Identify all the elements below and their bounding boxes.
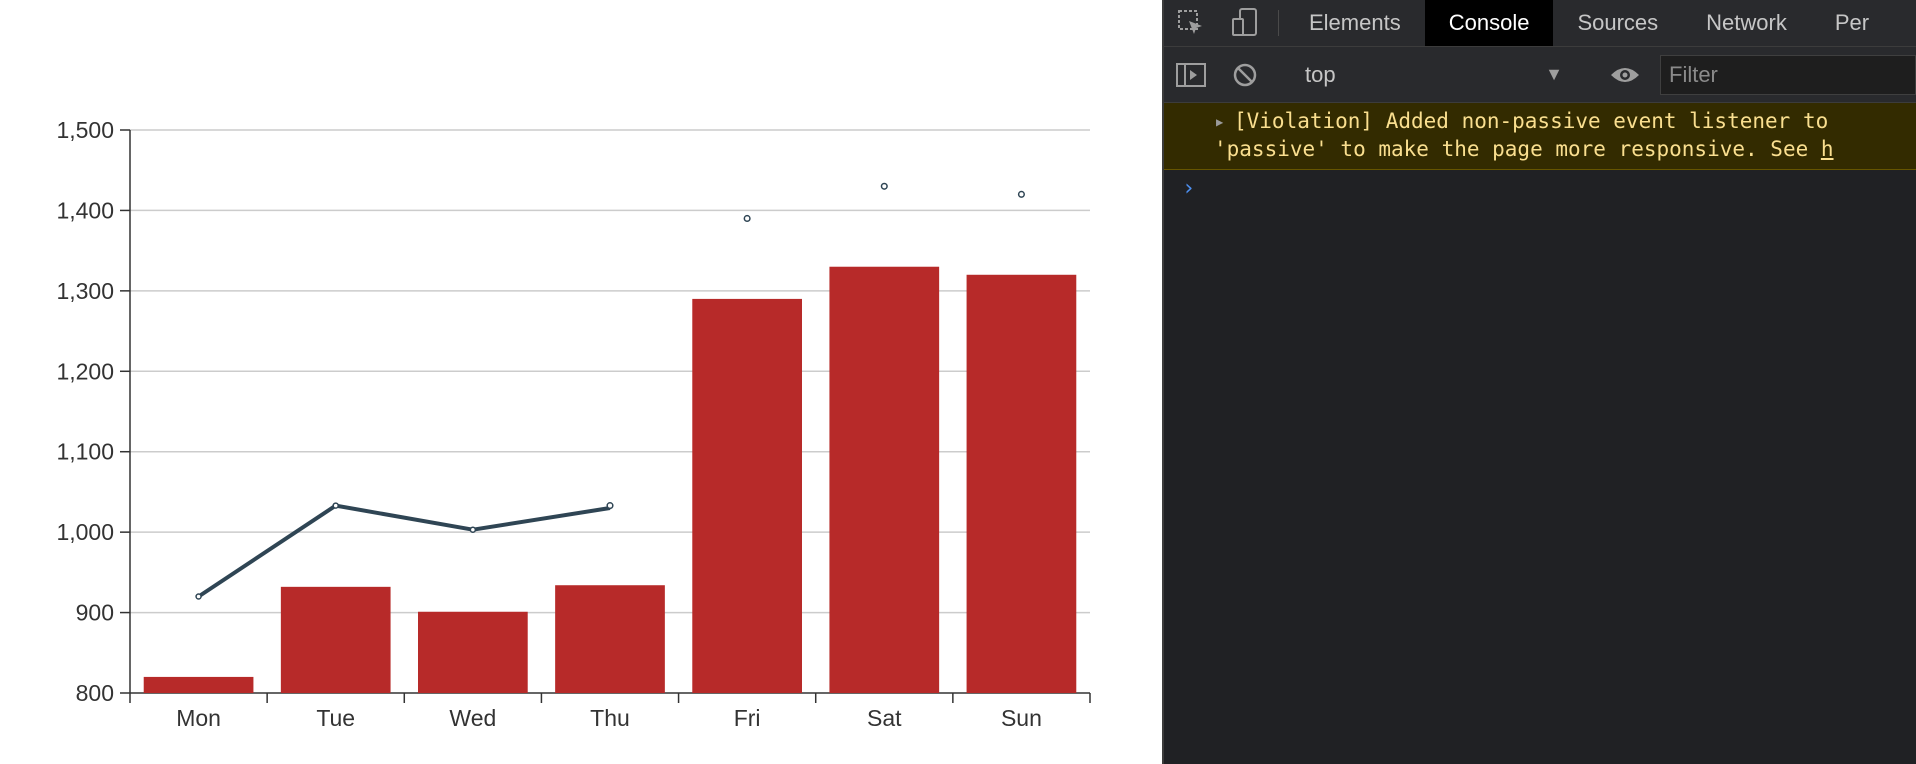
line-point	[469, 526, 477, 533]
line-point	[195, 593, 202, 600]
bar-line-chart: 800 900 1,000 1,100 1,200 1,300 1,400 1,500 Mon T…	[56, 117, 1091, 731]
y-tick-label: 1,500	[56, 117, 114, 143]
y-tick-label: 900	[76, 600, 114, 626]
devtools-panel: Elements Console Sources Network Per top…	[1162, 0, 1916, 764]
sidebar-toggle-icon	[1176, 62, 1206, 87]
live-expression-button[interactable]	[1598, 64, 1652, 86]
bar	[692, 298, 802, 693]
inspect-element-icon	[1178, 10, 1202, 34]
line-point	[332, 502, 339, 509]
x-tick-label: Fri	[734, 705, 761, 731]
context-selector-label: top	[1305, 61, 1336, 87]
y-tick-label: 1,200	[56, 358, 114, 384]
bar	[966, 274, 1077, 693]
violation-text-2: 'passive' to make the page more responsi…	[1214, 137, 1821, 161]
x-tick-label: Tue	[316, 705, 355, 731]
filter-input[interactable]: Filter	[1660, 54, 1916, 95]
bar	[555, 585, 665, 693]
bar	[280, 586, 391, 693]
devtools-tabbar: Elements Console Sources Network Per	[1164, 0, 1916, 47]
scatter-point	[1017, 190, 1025, 198]
device-toolbar-button[interactable]	[1218, 0, 1272, 46]
console-prompt[interactable]: ›	[1182, 176, 1196, 201]
bar	[418, 611, 528, 693]
tabbar-separator	[1278, 10, 1279, 36]
tab-performance[interactable]: Per	[1834, 10, 1870, 35]
dropdown-caret-icon: ▼	[1545, 64, 1563, 84]
sidebar-toggle-button[interactable]	[1164, 61, 1218, 89]
x-tick-label: Mon	[176, 705, 221, 731]
x-tick-label: Wed	[449, 705, 496, 731]
clear-console-button[interactable]	[1218, 61, 1272, 89]
x-tick-label: Sun	[1001, 705, 1042, 731]
y-tick-label: 1,000	[56, 519, 114, 545]
bar	[829, 266, 940, 693]
clear-console-icon	[1233, 63, 1257, 86]
x-tick-label: Thu	[590, 705, 630, 731]
bar	[143, 676, 254, 693]
filter-placeholder: Filter	[1669, 61, 1718, 87]
y-tick-label: 1,400	[56, 197, 114, 223]
tab-network[interactable]: Network	[1706, 10, 1787, 35]
scatter-point	[606, 502, 614, 510]
violation-text-1: [Violation] Added non-passive event list…	[1234, 109, 1829, 133]
console-violation-message[interactable]: ▶ [Violation] Added non-passive event li…	[1164, 103, 1916, 170]
y-tick-label: 1,300	[56, 278, 114, 304]
x-tick-label: Sat	[867, 705, 902, 731]
violation-link[interactable]: h	[1820, 137, 1834, 161]
expand-triangle-icon[interactable]: ▶	[1216, 115, 1224, 129]
line-series	[197, 503, 611, 599]
eye-icon	[1611, 67, 1639, 82]
scatter-point	[743, 214, 751, 223]
context-selector[interactable]: top ▼	[1285, 47, 1585, 102]
violation-line-1: [Violation] Added non-passive event list…	[1214, 109, 1828, 133]
y-tick-label: 800	[76, 680, 114, 706]
tab-sources[interactable]: Sources	[1577, 10, 1659, 35]
inspect-element-button[interactable]	[1164, 0, 1218, 46]
tab-console[interactable]: Console	[1424, 0, 1554, 46]
scatter-point	[880, 182, 888, 190]
console-toolbar: top ▼ Filter	[1164, 47, 1916, 103]
device-toolbar-icon	[1232, 8, 1257, 36]
chart-pane: 800 900 1,000 1,100 1,200 1,300 1,400 1,500 Mon T…	[56, 117, 1091, 731]
violation-line-2: 'passive' to make the page more responsi…	[1214, 137, 1834, 161]
tab-elements[interactable]: Elements	[1309, 10, 1401, 35]
y-tick-label: 1,100	[56, 439, 114, 465]
